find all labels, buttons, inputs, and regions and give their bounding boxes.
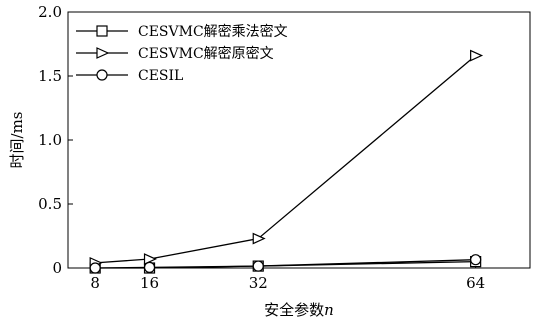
x-tick-label: 16	[140, 274, 159, 292]
series-line	[95, 259, 476, 269]
chart-legend: CESVMC解密乘法密文 CESVMC解密原密文 CESIL	[76, 23, 288, 84]
x-tick-label: 32	[249, 274, 268, 292]
series-line	[95, 55, 477, 264]
y-tick-label: 1.0	[38, 131, 62, 149]
y-tick-label: 0.5	[38, 195, 62, 213]
legend-item-1: CESVMC解密乘法密文	[76, 23, 288, 40]
y-tick-label: 1.5	[38, 67, 62, 85]
x-axis-label: 安全参数n	[264, 301, 334, 319]
legend-marker	[96, 69, 108, 81]
data-point	[143, 253, 157, 265]
legend-label: CESVMC解密原密文	[138, 45, 274, 62]
y-axis-label: 时间/ms	[8, 112, 26, 169]
legend-label: CESIL	[138, 68, 183, 84]
legend-item-2: CESVMC解密原密文	[76, 45, 274, 62]
data-point	[470, 254, 482, 266]
x-axis-label-text: 安全参数	[264, 301, 324, 319]
legend-marker	[96, 25, 108, 37]
data-point	[470, 49, 484, 62]
data-point	[143, 261, 156, 273]
y-tick-label: 0	[52, 259, 62, 277]
series-3	[89, 254, 482, 274]
x-tick-label: 8	[90, 274, 100, 292]
data-point	[252, 232, 266, 245]
data-point	[89, 262, 101, 274]
x-tick-label: 64	[466, 274, 485, 292]
chart-series	[89, 49, 484, 274]
legend-item-3: CESIL	[76, 68, 183, 84]
data-point	[252, 260, 264, 272]
legend-label: CESVMC解密乘法密文	[138, 23, 288, 40]
x-axis-label-variable: n	[324, 301, 334, 319]
legend-marker	[96, 47, 110, 59]
chart-ticks: 0 0.5 1.0 1.5 2.0 8 16 32 64	[38, 3, 485, 292]
y-tick-label: 2.0	[38, 3, 62, 21]
